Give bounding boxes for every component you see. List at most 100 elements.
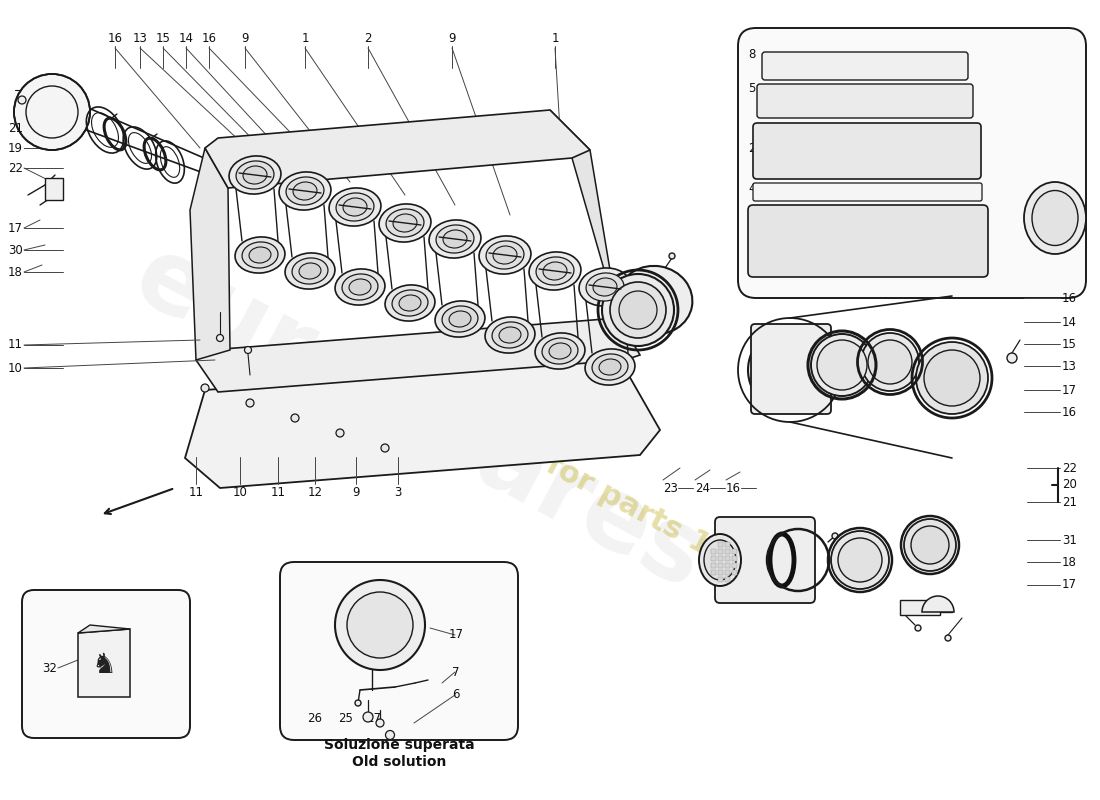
FancyBboxPatch shape xyxy=(757,84,974,118)
Text: 14: 14 xyxy=(1062,315,1077,329)
Text: 11: 11 xyxy=(188,486,204,498)
Text: 24: 24 xyxy=(695,482,710,494)
Ellipse shape xyxy=(292,258,328,284)
Ellipse shape xyxy=(542,338,578,364)
Ellipse shape xyxy=(830,531,889,589)
FancyBboxPatch shape xyxy=(751,324,830,414)
Text: 32: 32 xyxy=(42,662,57,674)
Ellipse shape xyxy=(493,246,517,264)
Text: 16: 16 xyxy=(1062,406,1077,418)
Ellipse shape xyxy=(243,166,267,184)
Ellipse shape xyxy=(299,263,321,279)
Ellipse shape xyxy=(529,252,581,290)
Text: 30: 30 xyxy=(8,243,23,257)
Ellipse shape xyxy=(610,282,665,338)
Ellipse shape xyxy=(286,177,324,205)
Circle shape xyxy=(945,635,952,641)
Polygon shape xyxy=(550,110,618,318)
Ellipse shape xyxy=(1024,182,1086,254)
Text: 8: 8 xyxy=(748,49,756,62)
Text: 6: 6 xyxy=(452,689,460,702)
Text: 18: 18 xyxy=(1062,555,1077,569)
Ellipse shape xyxy=(442,306,478,332)
Text: 1: 1 xyxy=(551,31,559,45)
Ellipse shape xyxy=(443,230,468,248)
Ellipse shape xyxy=(478,236,531,274)
Ellipse shape xyxy=(329,188,381,226)
Circle shape xyxy=(18,96,26,104)
Ellipse shape xyxy=(386,209,424,237)
Circle shape xyxy=(246,399,254,407)
Bar xyxy=(711,563,716,568)
Text: 9: 9 xyxy=(241,31,249,45)
Text: 3: 3 xyxy=(394,486,402,498)
Text: 12: 12 xyxy=(308,486,322,498)
Circle shape xyxy=(381,444,389,452)
Circle shape xyxy=(1006,353,1018,363)
Ellipse shape xyxy=(279,172,331,210)
Bar xyxy=(725,549,730,554)
Ellipse shape xyxy=(619,291,657,329)
Text: 5: 5 xyxy=(748,82,756,94)
Text: 19: 19 xyxy=(8,142,23,154)
FancyBboxPatch shape xyxy=(22,590,190,738)
Ellipse shape xyxy=(242,242,278,268)
Circle shape xyxy=(832,533,838,539)
Ellipse shape xyxy=(535,333,585,369)
FancyBboxPatch shape xyxy=(762,52,968,80)
Ellipse shape xyxy=(592,354,628,380)
Ellipse shape xyxy=(617,266,692,334)
Circle shape xyxy=(376,719,384,727)
Text: 20: 20 xyxy=(1062,478,1077,491)
Bar xyxy=(711,570,716,575)
Circle shape xyxy=(363,712,373,722)
Text: 16: 16 xyxy=(108,31,122,45)
Text: 2: 2 xyxy=(364,31,372,45)
Text: eurospares: eurospares xyxy=(118,229,722,611)
Wedge shape xyxy=(922,596,954,612)
Text: 1: 1 xyxy=(301,31,309,45)
Text: 17: 17 xyxy=(8,222,23,234)
Bar xyxy=(718,549,723,554)
Ellipse shape xyxy=(349,279,371,295)
Text: 15: 15 xyxy=(1062,338,1077,350)
Bar xyxy=(725,542,730,547)
Polygon shape xyxy=(196,318,640,392)
Ellipse shape xyxy=(379,204,431,242)
Ellipse shape xyxy=(392,290,428,316)
Circle shape xyxy=(336,580,425,670)
Ellipse shape xyxy=(586,273,624,301)
Ellipse shape xyxy=(602,274,674,346)
Text: 7: 7 xyxy=(452,666,460,678)
Text: 13: 13 xyxy=(1062,359,1077,373)
Text: 18: 18 xyxy=(8,266,23,278)
Text: 17: 17 xyxy=(1062,383,1077,397)
FancyBboxPatch shape xyxy=(738,28,1086,298)
Bar xyxy=(718,570,723,575)
Bar xyxy=(725,556,730,561)
Ellipse shape xyxy=(600,359,621,375)
Ellipse shape xyxy=(336,193,374,221)
Ellipse shape xyxy=(838,538,882,582)
Circle shape xyxy=(217,334,223,342)
Ellipse shape xyxy=(499,327,521,343)
Bar xyxy=(725,570,730,575)
Text: 16: 16 xyxy=(726,482,741,494)
Ellipse shape xyxy=(235,237,285,273)
Text: 16: 16 xyxy=(1062,291,1077,305)
Circle shape xyxy=(201,384,209,392)
FancyBboxPatch shape xyxy=(754,183,982,201)
FancyBboxPatch shape xyxy=(280,562,518,740)
Ellipse shape xyxy=(704,540,736,580)
Ellipse shape xyxy=(861,333,918,391)
Polygon shape xyxy=(190,148,230,360)
Circle shape xyxy=(385,730,395,739)
Ellipse shape xyxy=(817,340,867,390)
Bar xyxy=(711,549,716,554)
Ellipse shape xyxy=(429,220,481,258)
Ellipse shape xyxy=(342,274,378,300)
Circle shape xyxy=(355,700,361,706)
FancyBboxPatch shape xyxy=(754,123,981,179)
Bar xyxy=(725,563,730,568)
Text: 11: 11 xyxy=(271,486,286,498)
